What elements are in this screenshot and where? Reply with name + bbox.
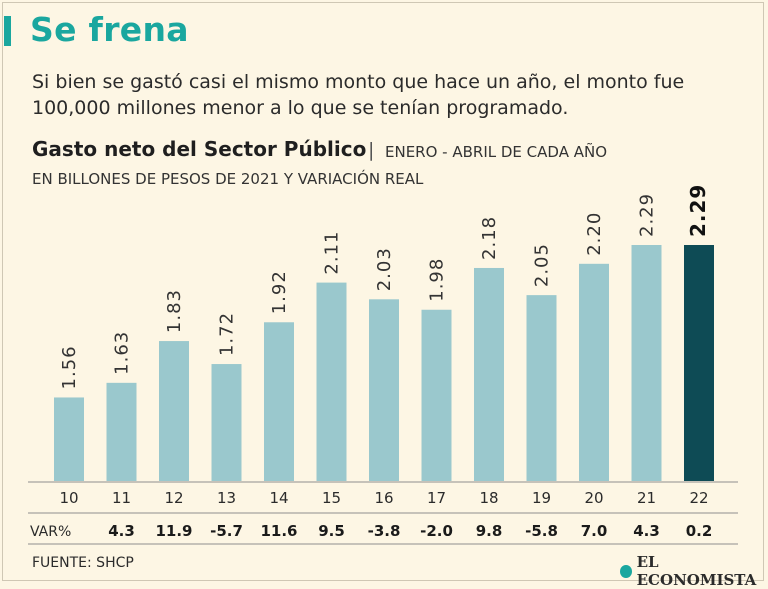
chart-units: EN BILLONES DE PESOS DE 2021 Y VARIACIÓN… bbox=[32, 170, 424, 188]
bar bbox=[526, 295, 557, 481]
chart-title-separator: | bbox=[368, 139, 375, 161]
variation-value: 11.9 bbox=[155, 522, 192, 540]
x-tick-label: 17 bbox=[427, 489, 446, 507]
bar bbox=[264, 322, 294, 481]
bar-value-label: 1.72 bbox=[217, 312, 238, 356]
x-tick-label: 10 bbox=[59, 489, 78, 507]
x-tick-label: 13 bbox=[217, 489, 236, 507]
variation-value: 9.5 bbox=[318, 522, 345, 540]
bar-value-label: 1.98 bbox=[427, 258, 448, 302]
subheadline: Si bien se gastó casi el mismo monto que… bbox=[32, 71, 685, 119]
x-tick-label: 11 bbox=[112, 489, 131, 507]
bar-value-label: 2.29 bbox=[686, 184, 710, 237]
chart-title: Gasto neto del Sector Público bbox=[32, 137, 367, 161]
bar-value-label: 1.92 bbox=[269, 270, 290, 314]
x-tick-label: 12 bbox=[164, 489, 183, 507]
variation-value: -3.8 bbox=[368, 522, 401, 540]
bar-value-label: 1.83 bbox=[164, 289, 185, 333]
x-tick-label: 15 bbox=[322, 489, 341, 507]
bar-value-label: 2.29 bbox=[637, 193, 658, 237]
bar-value-label: 2.11 bbox=[322, 231, 343, 275]
variation-value: 11.6 bbox=[260, 522, 297, 540]
x-tick-label: 18 bbox=[479, 489, 498, 507]
bar-value-label: 2.05 bbox=[532, 243, 553, 287]
logo-icon bbox=[620, 564, 632, 578]
x-tick-label: 16 bbox=[374, 489, 393, 507]
x-tick-label: 21 bbox=[637, 489, 656, 507]
variation-value: 9.8 bbox=[476, 522, 503, 540]
bar bbox=[421, 309, 452, 481]
bar bbox=[316, 282, 347, 481]
variation-value: 0.2 bbox=[686, 522, 713, 540]
bar bbox=[369, 299, 399, 481]
bar bbox=[211, 364, 242, 481]
bar bbox=[631, 245, 662, 481]
x-tick-label: 20 bbox=[584, 489, 603, 507]
variation-value: -5.7 bbox=[210, 522, 243, 540]
infographic-frame bbox=[2, 2, 764, 581]
bar-value-label: 1.63 bbox=[112, 331, 133, 375]
x-tick-label: 14 bbox=[269, 489, 288, 507]
variation-value: 7.0 bbox=[581, 522, 608, 540]
variation-value: -5.8 bbox=[525, 522, 558, 540]
bar bbox=[159, 341, 189, 481]
bar-value-label: 1.56 bbox=[59, 345, 80, 389]
variation-row-label: VAR% bbox=[30, 524, 71, 540]
variation-value: 4.3 bbox=[633, 522, 660, 540]
bar bbox=[684, 245, 714, 481]
chart-period: ENERO - ABRIL DE CADA AÑO bbox=[385, 143, 608, 161]
bar bbox=[579, 263, 609, 481]
variation-value: 4.3 bbox=[108, 522, 135, 540]
bar bbox=[54, 397, 84, 481]
logo-text: EL ECONOMISTA bbox=[636, 553, 757, 589]
headline-accent-bar bbox=[4, 16, 11, 46]
headline: Se frena bbox=[30, 10, 189, 49]
bar-value-label: 2.20 bbox=[584, 212, 605, 256]
bar bbox=[106, 382, 137, 481]
bar bbox=[474, 267, 504, 481]
source-note: FUENTE: SHCP bbox=[32, 555, 134, 571]
x-tick-label: 19 bbox=[532, 489, 551, 507]
x-tick-label: 22 bbox=[689, 489, 708, 507]
bar-value-label: 2.03 bbox=[374, 247, 395, 291]
variation-value: -2.0 bbox=[420, 522, 453, 540]
bar-value-label: 2.18 bbox=[479, 216, 500, 260]
publisher-logo: EL ECONOMISTA bbox=[620, 553, 768, 589]
